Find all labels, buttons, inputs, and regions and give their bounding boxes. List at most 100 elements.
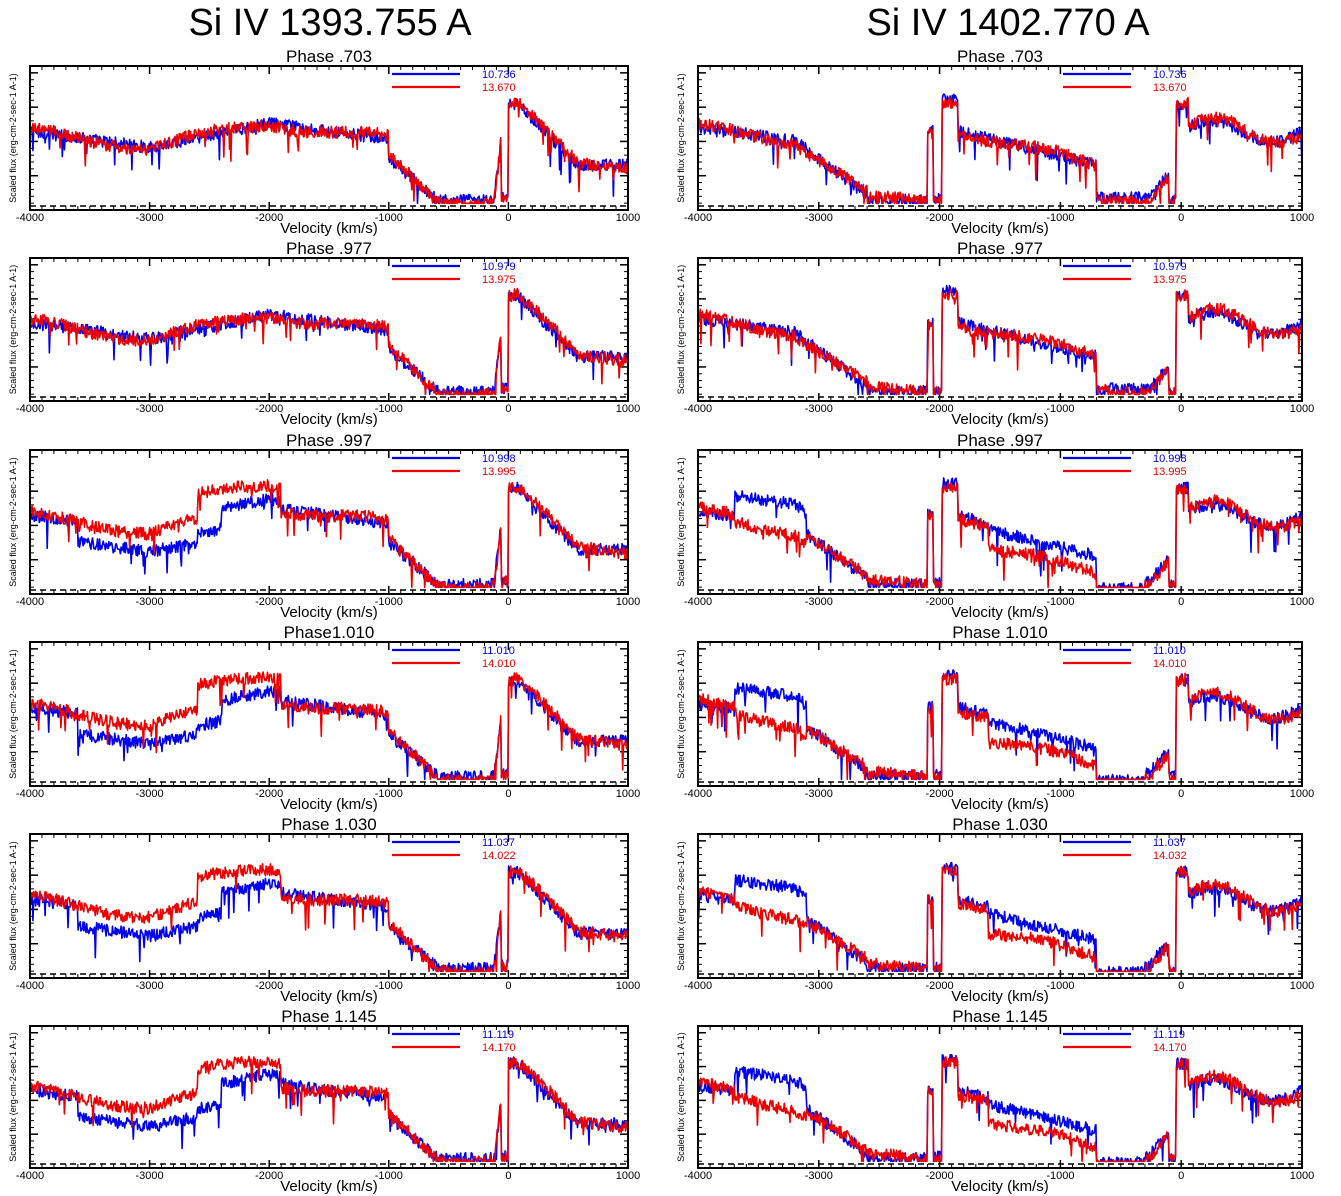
x-tick-label: -3000 — [805, 788, 833, 800]
x-tick-label: -4000 — [16, 403, 44, 415]
legend-label: 13.670 — [482, 82, 516, 94]
plot-frame — [29, 449, 629, 595]
series-line-red — [29, 1055, 629, 1163]
x-tick-label: -1000 — [1046, 212, 1074, 224]
panel-title: Phase 1.030 — [952, 815, 1047, 834]
y-axis-label: Scaled flux (erg-cm-2-sec-1 A-1) — [8, 265, 18, 395]
plot-frame — [29, 833, 629, 979]
x-tick-label: -1000 — [1046, 403, 1074, 415]
chart-panel-R2: Phase .977 Scaled flux (erg-cm-2-sec-1 A-… — [676, 239, 1314, 428]
x-axis-label: Velocity (km/s) — [951, 796, 1049, 813]
x-tick-label: 1000 — [616, 596, 640, 608]
x-tick-label: -1000 — [375, 212, 403, 224]
legend-label: 10.998 — [482, 453, 516, 465]
legend-label: 10.736 — [482, 69, 516, 81]
chart-panel-R6: Phase 1.145 Scaled flux (erg-cm-2-sec-1 A… — [676, 1007, 1314, 1195]
x-tick-label: -4000 — [684, 1170, 712, 1182]
x-axis-label: Velocity (km/s) — [280, 796, 378, 813]
x-tick-label: 0 — [505, 788, 511, 800]
x-tick-label: -2000 — [255, 212, 283, 224]
panel-title: Phase .703 — [957, 47, 1043, 66]
panel-title: Phase .703 — [286, 47, 372, 66]
legend-label: 14.010 — [482, 658, 516, 670]
x-tick-label: -1000 — [1046, 1170, 1074, 1182]
legend-label: 10.998 — [1153, 453, 1187, 465]
x-tick-label: -1000 — [375, 980, 403, 992]
x-tick-label: -4000 — [16, 788, 44, 800]
chart-panel-R1: Phase .703 Scaled flux (erg-cm-2-sec-1 A-… — [676, 47, 1314, 237]
legend-label: 11.119 — [1153, 1029, 1185, 1041]
x-tick-label: -4000 — [684, 980, 712, 992]
legend-label: 14.010 — [1153, 658, 1187, 670]
x-tick-label: 1000 — [1290, 1170, 1314, 1182]
x-axis-label: Velocity (km/s) — [280, 411, 378, 428]
plot-frame — [29, 641, 629, 787]
legend-label: 13.995 — [1153, 466, 1187, 478]
series-line-red — [29, 671, 629, 781]
series-line-red — [697, 96, 1303, 205]
y-axis-label: Scaled flux (erg-cm-2-sec-1 A-1) — [676, 265, 686, 395]
y-axis-label: Scaled flux (erg-cm-2-sec-1 A-1) — [676, 841, 686, 971]
chart-panel-L6: Phase 1.145 Scaled flux (erg-cm-2-sec-1 A… — [8, 1007, 640, 1195]
panel-title: Phase 1.145 — [281, 1007, 376, 1026]
plot-frame — [29, 1025, 629, 1169]
x-tick-label: -1000 — [375, 596, 403, 608]
x-tick-label: 1000 — [616, 1170, 640, 1182]
x-tick-label: -2000 — [255, 403, 283, 415]
x-tick-label: 0 — [1178, 212, 1184, 224]
x-tick-label: -4000 — [684, 212, 712, 224]
x-tick-label: -4000 — [16, 980, 44, 992]
column-title-right: Si IV 1402.770 A — [866, 2, 1150, 44]
legend-label: 11.037 — [482, 837, 515, 849]
x-tick-label: -4000 — [684, 788, 712, 800]
y-axis-label: Scaled flux (erg-cm-2-sec-1 A-1) — [8, 73, 18, 203]
legend-label: 14.170 — [482, 1042, 516, 1054]
x-tick-label: -2000 — [926, 1170, 954, 1182]
y-axis-label: Scaled flux (erg-cm-2-sec-1 A-1) — [676, 649, 686, 779]
x-tick-label: -2000 — [926, 980, 954, 992]
series-line-red — [29, 287, 629, 396]
panel-title: Phase .997 — [286, 431, 372, 450]
legend-label: 11.010 — [1153, 645, 1186, 657]
panel-title: Phase 1.030 — [281, 815, 376, 834]
y-axis-label: Scaled flux (erg-cm-2-sec-1 A-1) — [676, 457, 686, 587]
x-axis-label: Velocity (km/s) — [280, 604, 378, 621]
legend-label: 10.979 — [482, 261, 516, 273]
plot-frame — [697, 257, 1303, 402]
x-tick-label: -3000 — [136, 403, 164, 415]
x-tick-label: 1000 — [1290, 980, 1314, 992]
chart-panel-R4: Phase 1.010 Scaled flux (erg-cm-2-sec-1 A… — [676, 623, 1314, 813]
panel-title: Phase .977 — [957, 239, 1043, 258]
series-line-red — [29, 479, 629, 589]
x-tick-label: -4000 — [684, 596, 712, 608]
x-tick-label: 1000 — [1290, 212, 1314, 224]
series-line-red — [697, 288, 1302, 396]
legend-label: 13.995 — [482, 466, 516, 478]
y-axis-label: Scaled flux (erg-cm-2-sec-1 A-1) — [8, 457, 18, 587]
x-tick-label: 1000 — [1290, 596, 1314, 608]
x-axis-label: Velocity (km/s) — [951, 1178, 1049, 1195]
y-axis-label: Scaled flux (erg-cm-2-sec-1 A-1) — [8, 841, 18, 971]
x-tick-label: -2000 — [255, 788, 283, 800]
x-axis-label: Velocity (km/s) — [951, 988, 1049, 1005]
x-axis-label: Velocity (km/s) — [280, 988, 378, 1005]
y-axis-label: Scaled flux (erg-cm-2-sec-1 A-1) — [8, 1032, 18, 1162]
y-axis-label: Scaled flux (erg-cm-2-sec-1 A-1) — [8, 649, 18, 779]
panel-title: Phase1.010 — [284, 623, 375, 642]
y-axis-label: Scaled flux (erg-cm-2-sec-1 A-1) — [676, 1032, 686, 1162]
x-tick-label: -2000 — [926, 212, 954, 224]
x-tick-label: 1000 — [1290, 788, 1314, 800]
legend-label: 13.670 — [1153, 82, 1187, 94]
x-tick-label: -4000 — [16, 212, 44, 224]
chart-panel-R3: Phase .997 Scaled flux (erg-cm-2-sec-1 A-… — [676, 431, 1314, 621]
x-tick-label: -2000 — [255, 596, 283, 608]
x-axis-label: Velocity (km/s) — [951, 604, 1049, 621]
x-tick-label: -2000 — [255, 980, 283, 992]
x-tick-label: -4000 — [684, 403, 712, 415]
series-line-red — [697, 864, 1303, 973]
x-tick-label: -2000 — [926, 596, 954, 608]
x-axis-label: Velocity (km/s) — [951, 411, 1049, 428]
x-tick-label: -2000 — [926, 403, 954, 415]
legend-label: 11.119 — [482, 1029, 514, 1041]
